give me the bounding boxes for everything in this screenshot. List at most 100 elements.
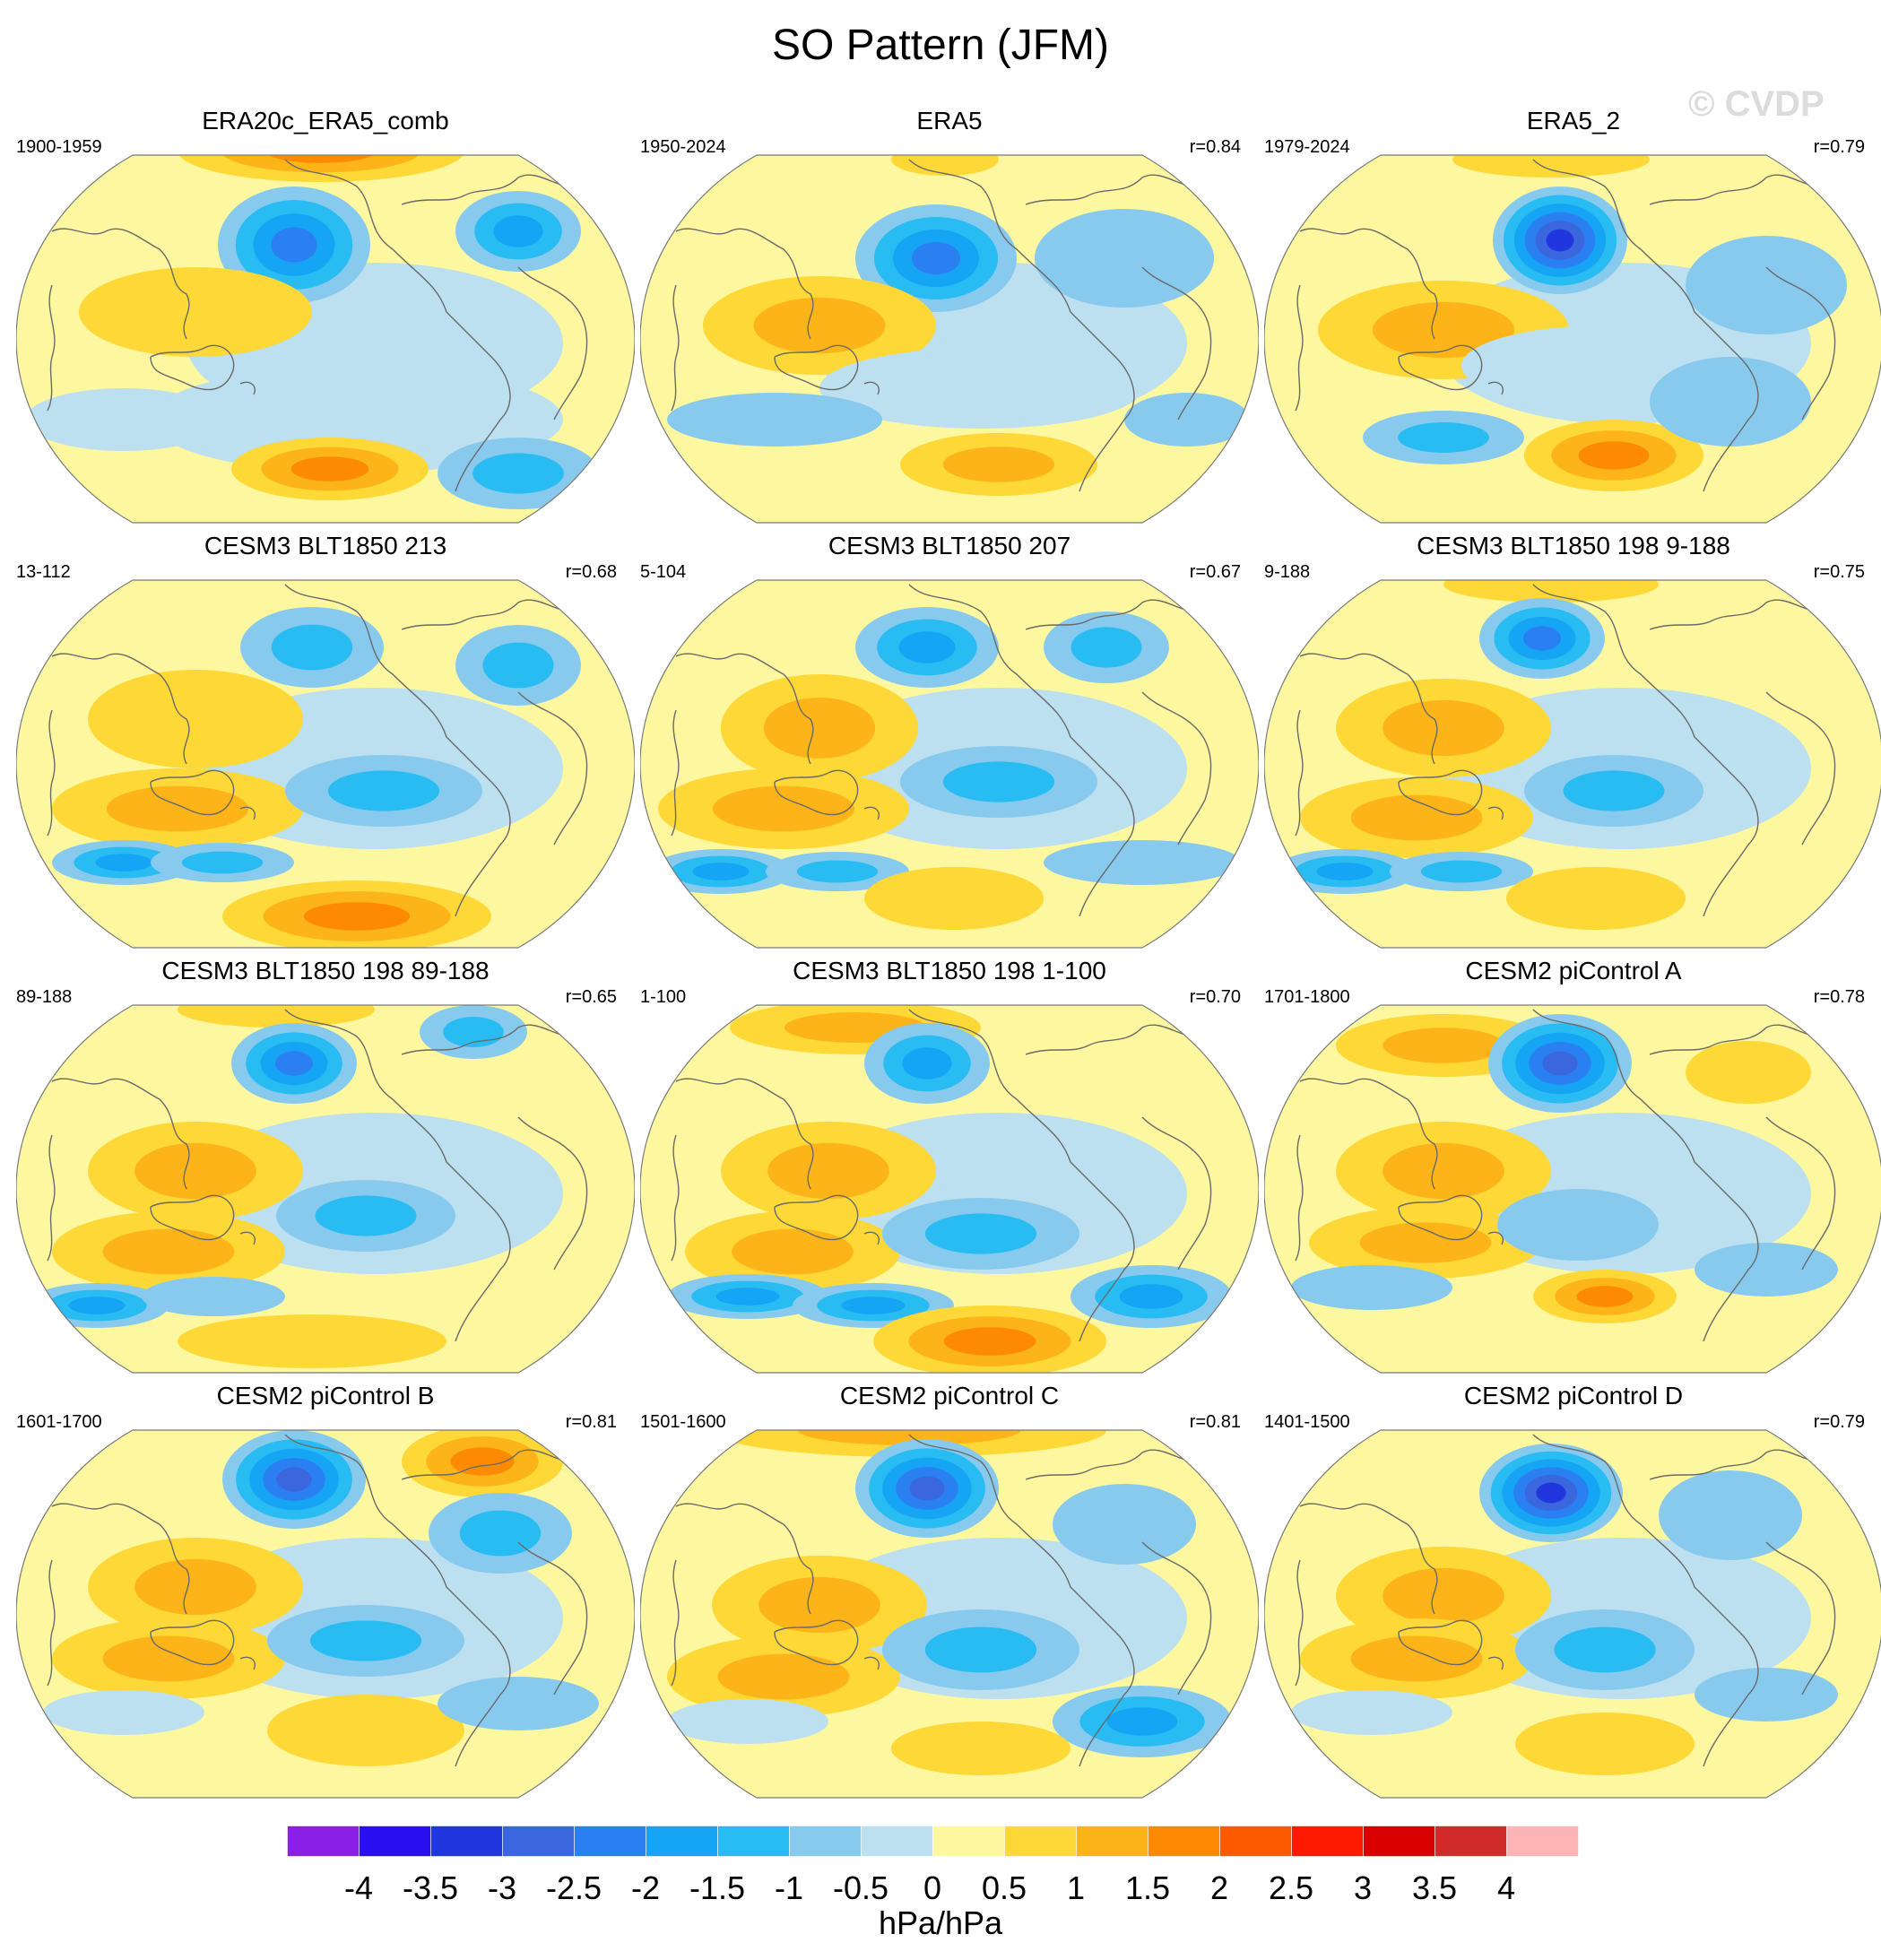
anomaly-contour [1071,627,1142,668]
colorbar-box [1506,1826,1579,1857]
colorbar: -4 -3.5 -3 -2.5 -2 -1.5 -1 -0.5 0 0.5 1 1.5 2 2.5 3 3.5… [287,1826,1579,1906]
coastline [1487,1231,1504,1245]
anomaly-contour [692,863,750,880]
colorbar-tick-label: 3.5 [1412,1869,1457,1906]
panel-title: CESM3 BLT1850 207 [828,532,1071,559]
coastline [671,284,680,412]
coastline [1765,691,1836,846]
map-outline [640,1429,1259,1799]
coastline [863,1231,880,1245]
anomaly-contour [1650,357,1811,447]
map-plot [16,1004,635,1374]
coastline [150,344,235,391]
coastline [517,1541,588,1695]
anomaly-contour [1497,1189,1659,1261]
panel-years: 1401-1500 [1264,1412,1350,1432]
coastline [1765,1116,1836,1271]
map-panel: CESM2 piControl A 1701-1800 r=0.78 [1264,956,1881,1377]
coastline [517,691,588,846]
colorbar-box [1076,1826,1149,1857]
coastline [150,769,235,816]
anomaly-contour [303,902,411,931]
coastline [47,1559,56,1687]
anomaly-contour [178,1314,446,1368]
coastline [239,1231,256,1245]
colorbar-unit-label: hPa/hPa [878,1904,1003,1941]
coastline [1025,599,1197,630]
anomaly-contour [88,670,303,768]
coastline [908,1434,1135,1767]
coastline [1532,584,1759,917]
coastline [1025,174,1197,205]
coastline [401,1024,573,1055]
map-plot [1264,1004,1881,1374]
anomaly-contour [753,297,886,354]
anomaly-contour [1542,1051,1578,1076]
anomaly-contour [891,1722,1071,1775]
map-panel: CESM3 BLT1850 198 1-100 1-100 r=0.70 [640,956,1259,1377]
anomaly-contour [142,1277,285,1316]
panel-years: 1601-1700 [16,1412,102,1432]
anomaly-contour [327,770,440,811]
anomaly-contour [25,388,222,451]
panel-years: 1501-1600 [640,1412,726,1432]
panel-title: CESM3 BLT1850 198 89-188 [161,957,490,984]
coastline [1295,1134,1304,1262]
panel-title: CESM2 piControl B [216,1382,435,1409]
coastline [671,1559,680,1687]
panel-years: 1950-2024 [640,137,726,157]
colorbar-box [502,1826,575,1857]
map-panel: ERA20c_ERA5_comb 1900-1959 [16,106,635,527]
panel-title: CESM2 piControl D [1463,1382,1684,1409]
colorbar-tick-label: 1.5 [1125,1869,1170,1906]
coastline [774,344,859,391]
anomaly-contour [942,447,1055,482]
panel-correlation: r=0.68 [565,562,617,582]
map-outline [1264,154,1881,524]
anomaly-contour [68,1297,126,1314]
anomaly-contour [267,1695,464,1766]
panel-years: 9-188 [1264,562,1311,582]
coastline [1141,1116,1212,1271]
coastline [863,806,880,820]
anomaly-contour [459,1510,542,1557]
map-panel: CESM3 BLT1850 198 9-188 9-188 r=0.75 [1264,531,1881,952]
coastline [1299,228,1438,340]
coastline [1765,266,1836,421]
coastline [284,1434,511,1767]
map-panel: CESM3 BLT1850 213 13-112 r=0.68 [16,531,635,952]
coastline [1141,266,1212,421]
colorbar-box [1435,1826,1507,1857]
panel-correlation: r=0.79 [1813,137,1865,157]
colorbar-box [1291,1826,1364,1857]
anomaly-contour [1695,1243,1838,1297]
panel-years: 5-104 [640,562,687,582]
anomaly-contour [667,393,882,447]
anomaly-contour [898,631,956,663]
coastline [671,709,680,837]
coastline [675,1503,814,1615]
anomaly-contour [1522,626,1562,651]
coastline [671,1134,680,1262]
colorbar-tick-label: 1 [1067,1869,1085,1906]
coastline [1649,174,1821,205]
coastline [47,284,56,412]
panel-title: CESM2 piControl A [1465,957,1682,984]
coastline [1299,1078,1438,1190]
anomaly-contour [1350,794,1483,841]
panel-title: ERA20c_ERA5_comb [202,107,449,134]
panel-years: 13-112 [16,562,71,582]
anomaly-contour [178,1005,375,1028]
colorbar-tick-label: -1 [775,1869,803,1906]
anomaly-contour [732,1228,854,1275]
anomaly-contour [1383,1028,1504,1063]
anomaly-contour [841,1297,906,1314]
anomaly-contour [1383,1142,1504,1200]
anomaly-contour [1119,1284,1183,1309]
anomaly-contour [315,1195,417,1236]
map-outline [1264,1004,1881,1374]
coastline [284,159,511,492]
anomaly-contour [1398,422,1489,453]
panel-years: 1-100 [640,987,687,1007]
anomaly-contour [79,267,312,357]
